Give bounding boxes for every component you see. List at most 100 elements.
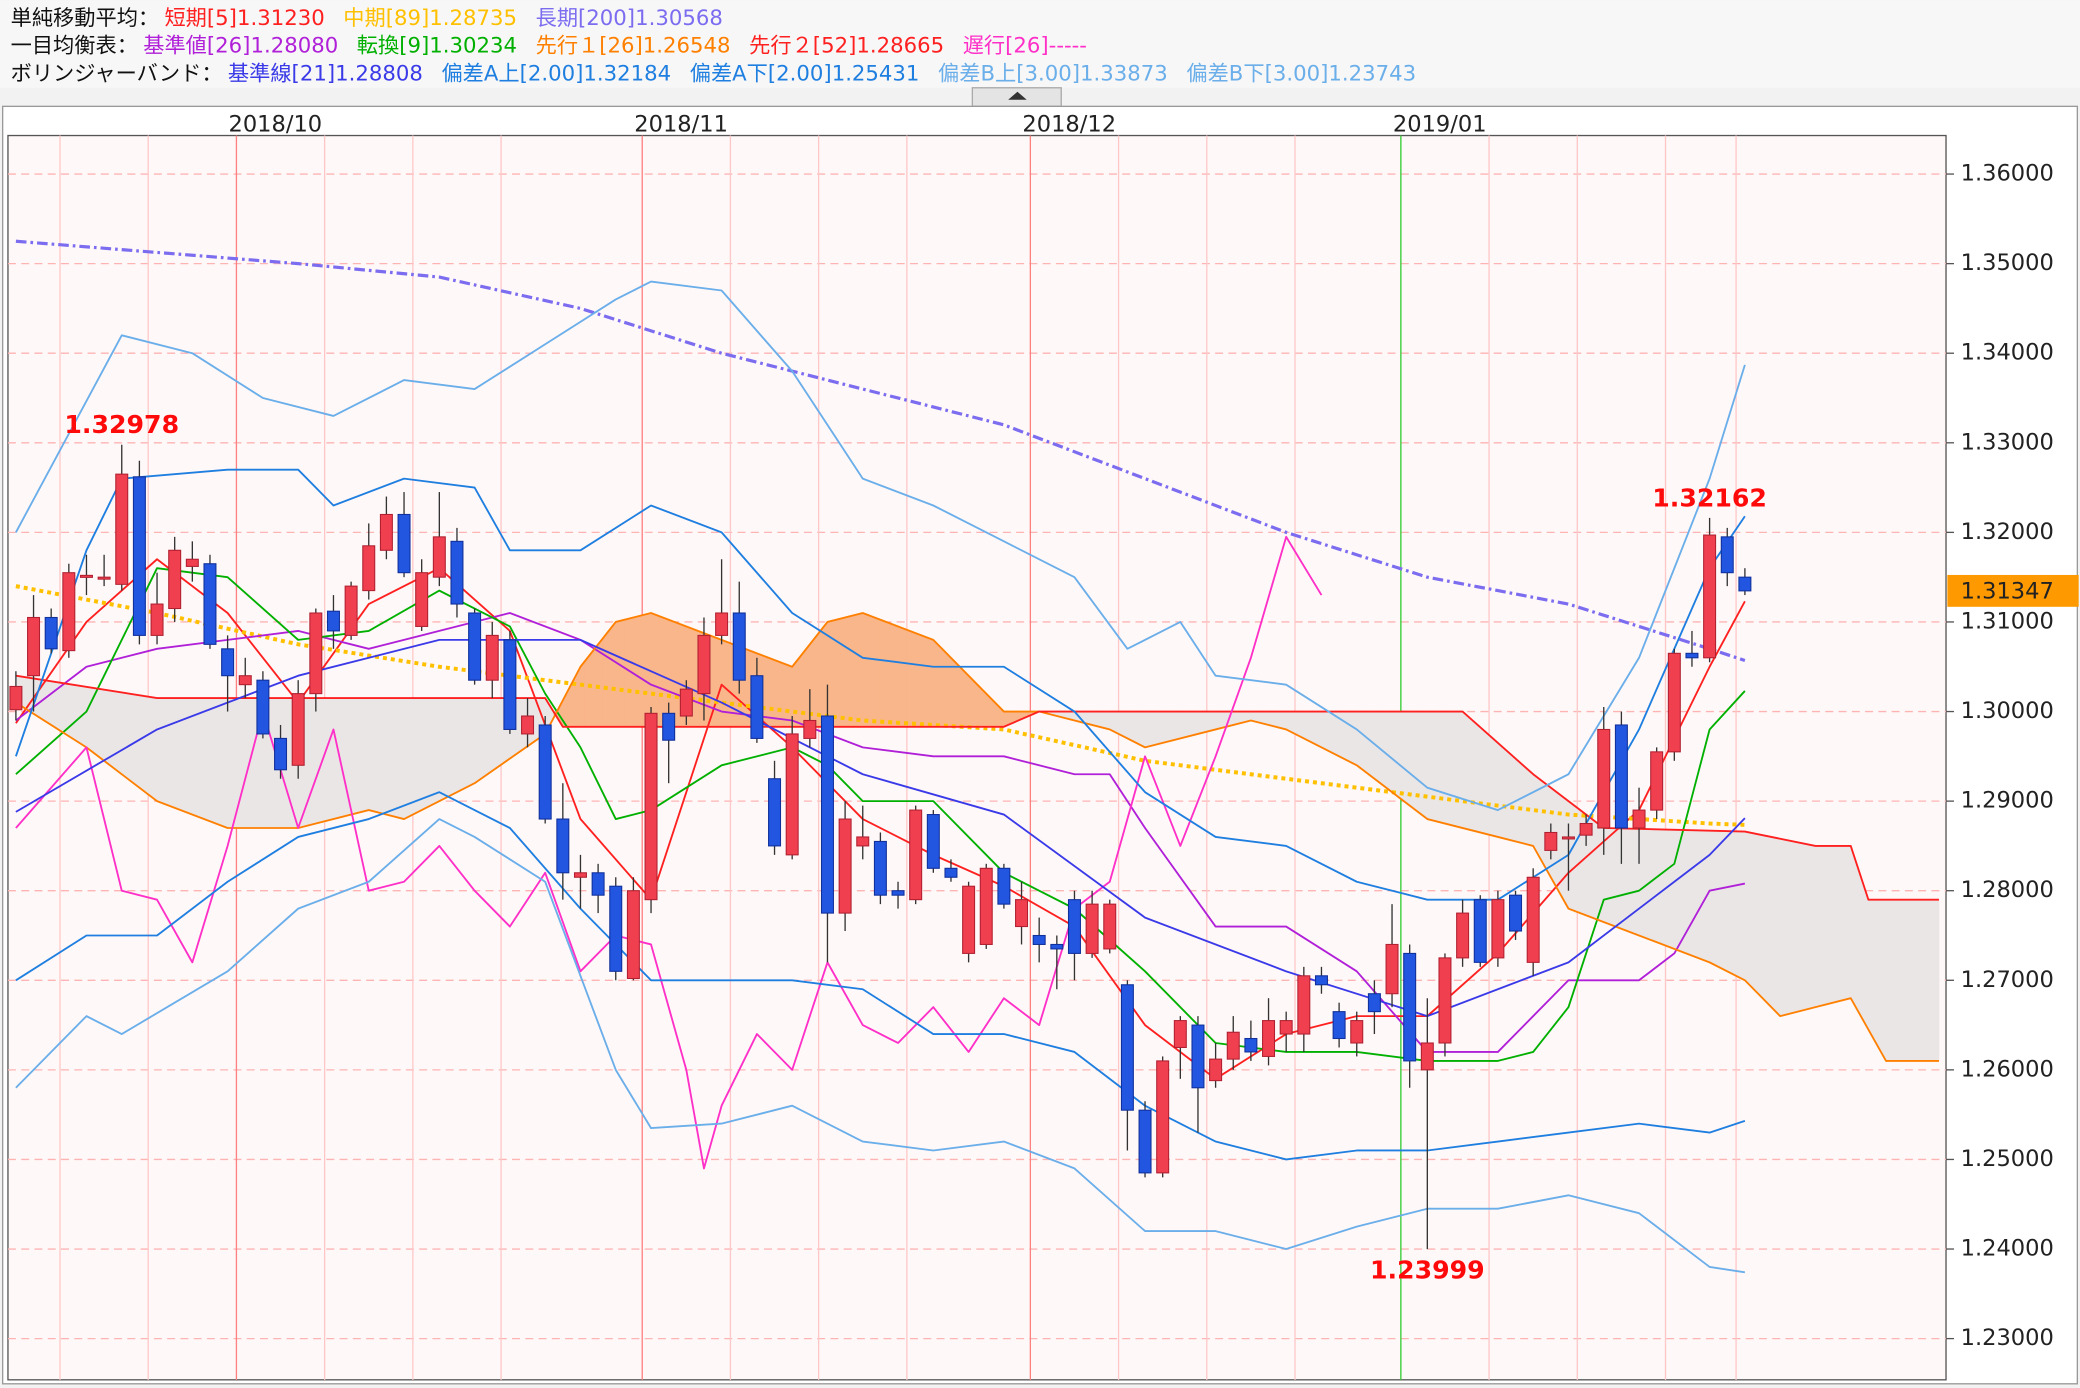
legend-entry: 転換[9]1.30234	[357, 34, 517, 59]
cloud-segment	[1784, 839, 1790, 1016]
cloud-segment	[359, 697, 365, 813]
cloud-segment	[588, 648, 595, 728]
candle-body	[62, 572, 76, 652]
candle-body	[679, 688, 693, 717]
candle-body	[644, 712, 658, 901]
cloud-segment	[1475, 722, 1481, 833]
cloud-segment	[143, 695, 149, 796]
cloud-segment	[835, 618, 842, 728]
cloud-segment	[496, 697, 502, 769]
cloud-segment	[1329, 711, 1336, 755]
candle-body	[221, 648, 235, 677]
cloud-segment	[1299, 711, 1305, 740]
x-tick-label: 2019/01	[1393, 111, 1487, 137]
cloud-segment	[1850, 845, 1856, 1008]
candle-body	[256, 679, 270, 735]
cloud-segment	[103, 689, 109, 765]
cloud-segment	[1775, 837, 1781, 1018]
cloud-segment	[452, 697, 458, 796]
cloud-segment	[910, 630, 917, 728]
candle-body	[1597, 728, 1611, 829]
candle-body	[1209, 1058, 1223, 1082]
cloud-segment	[1929, 899, 1935, 1062]
cloud-segment	[1859, 872, 1865, 1024]
cloud-segment	[1572, 803, 1578, 913]
cloud-segment	[1801, 842, 1808, 1012]
cloud-segment	[1841, 845, 1847, 1001]
candle-body	[1473, 899, 1487, 963]
cloud-segment	[169, 697, 176, 809]
candle-body	[944, 867, 958, 878]
cloud-segment	[1179, 711, 1186, 739]
candle-body	[1067, 899, 1081, 954]
cloud-segment	[1488, 734, 1494, 837]
cloud-segment	[1347, 711, 1353, 764]
candle-body	[44, 616, 58, 650]
cloud-segment	[1457, 711, 1464, 829]
y-tick-label: 1.36000	[1961, 161, 2054, 187]
cloud-segment	[1594, 820, 1600, 921]
y-tick-label: 1.34000	[1961, 340, 2054, 366]
cloud-segment	[1863, 886, 1869, 1032]
price-tag-label: 1.31347	[1961, 579, 2054, 605]
cloud-segment	[932, 638, 939, 728]
cloud-segment	[315, 697, 321, 825]
candle-body	[521, 715, 535, 735]
cloud-segment	[968, 674, 974, 728]
candle-body	[662, 712, 676, 741]
cloud-segment	[363, 697, 370, 812]
cloud-segment	[1479, 726, 1486, 835]
cloud-segment	[1890, 899, 1896, 1062]
candle-body	[1138, 1109, 1152, 1174]
candle-body	[1526, 876, 1540, 963]
cloud-segment	[1925, 899, 1931, 1062]
cloud-segment	[1126, 711, 1133, 742]
cloud-segment	[178, 697, 184, 812]
cloud-segment	[368, 697, 374, 812]
legend-group-label: 単純移動平均：	[11, 6, 160, 31]
cloud-segment	[796, 654, 802, 728]
cloud-segment	[1426, 711, 1433, 821]
cloud-segment	[1815, 845, 1821, 1008]
candle-body	[1403, 952, 1417, 1062]
y-tick-label: 1.26000	[1961, 1056, 2054, 1082]
cloud-segment	[672, 620, 678, 728]
cloud-segment	[1718, 830, 1724, 970]
cloud-segment	[1113, 711, 1119, 735]
cloud-segment	[1837, 845, 1843, 1003]
cloud-segment	[403, 697, 409, 820]
cloud-segment	[1157, 711, 1164, 745]
y-tick-label: 1.30000	[1961, 698, 2054, 724]
cloud-segment	[227, 697, 233, 829]
cloud-segment	[831, 619, 837, 728]
cloud-segment	[1215, 711, 1221, 730]
cloud-segment	[1166, 711, 1172, 743]
cloud-segment	[1660, 829, 1666, 947]
cloud-segment	[1087, 711, 1093, 726]
collapse-icon	[1008, 91, 1027, 100]
labels: 単純移動平均： 短期[5]1.31230 中期[89]1.28735 長期[200]1…	[11, 6, 2079, 1351]
candle-body	[274, 737, 288, 771]
cloud-segment	[954, 661, 961, 728]
legend-group-label: ボリンジャーバンド：	[11, 62, 223, 87]
cloud-segment	[1303, 711, 1309, 742]
cloud-segment	[465, 697, 471, 789]
cloud-segment	[977, 683, 983, 728]
cloud-segment	[1418, 711, 1424, 817]
cloud-segment	[1307, 711, 1314, 744]
cloud-segment	[1431, 711, 1437, 822]
candle-body	[1350, 1020, 1364, 1044]
candle-body	[362, 545, 376, 592]
cloud-segment	[1435, 711, 1441, 823]
candle-body	[1385, 943, 1399, 995]
indicator-line	[15, 567, 1746, 1062]
candle-body	[1614, 724, 1628, 829]
cloud-segment	[1753, 832, 1759, 995]
y-tick-label: 1.23000	[1961, 1325, 2054, 1351]
cloud-segment	[602, 632, 608, 728]
cloud-segment	[800, 648, 806, 728]
cloud-segment	[1290, 711, 1296, 735]
candle-body	[820, 715, 834, 914]
cloud-segment	[959, 665, 965, 728]
